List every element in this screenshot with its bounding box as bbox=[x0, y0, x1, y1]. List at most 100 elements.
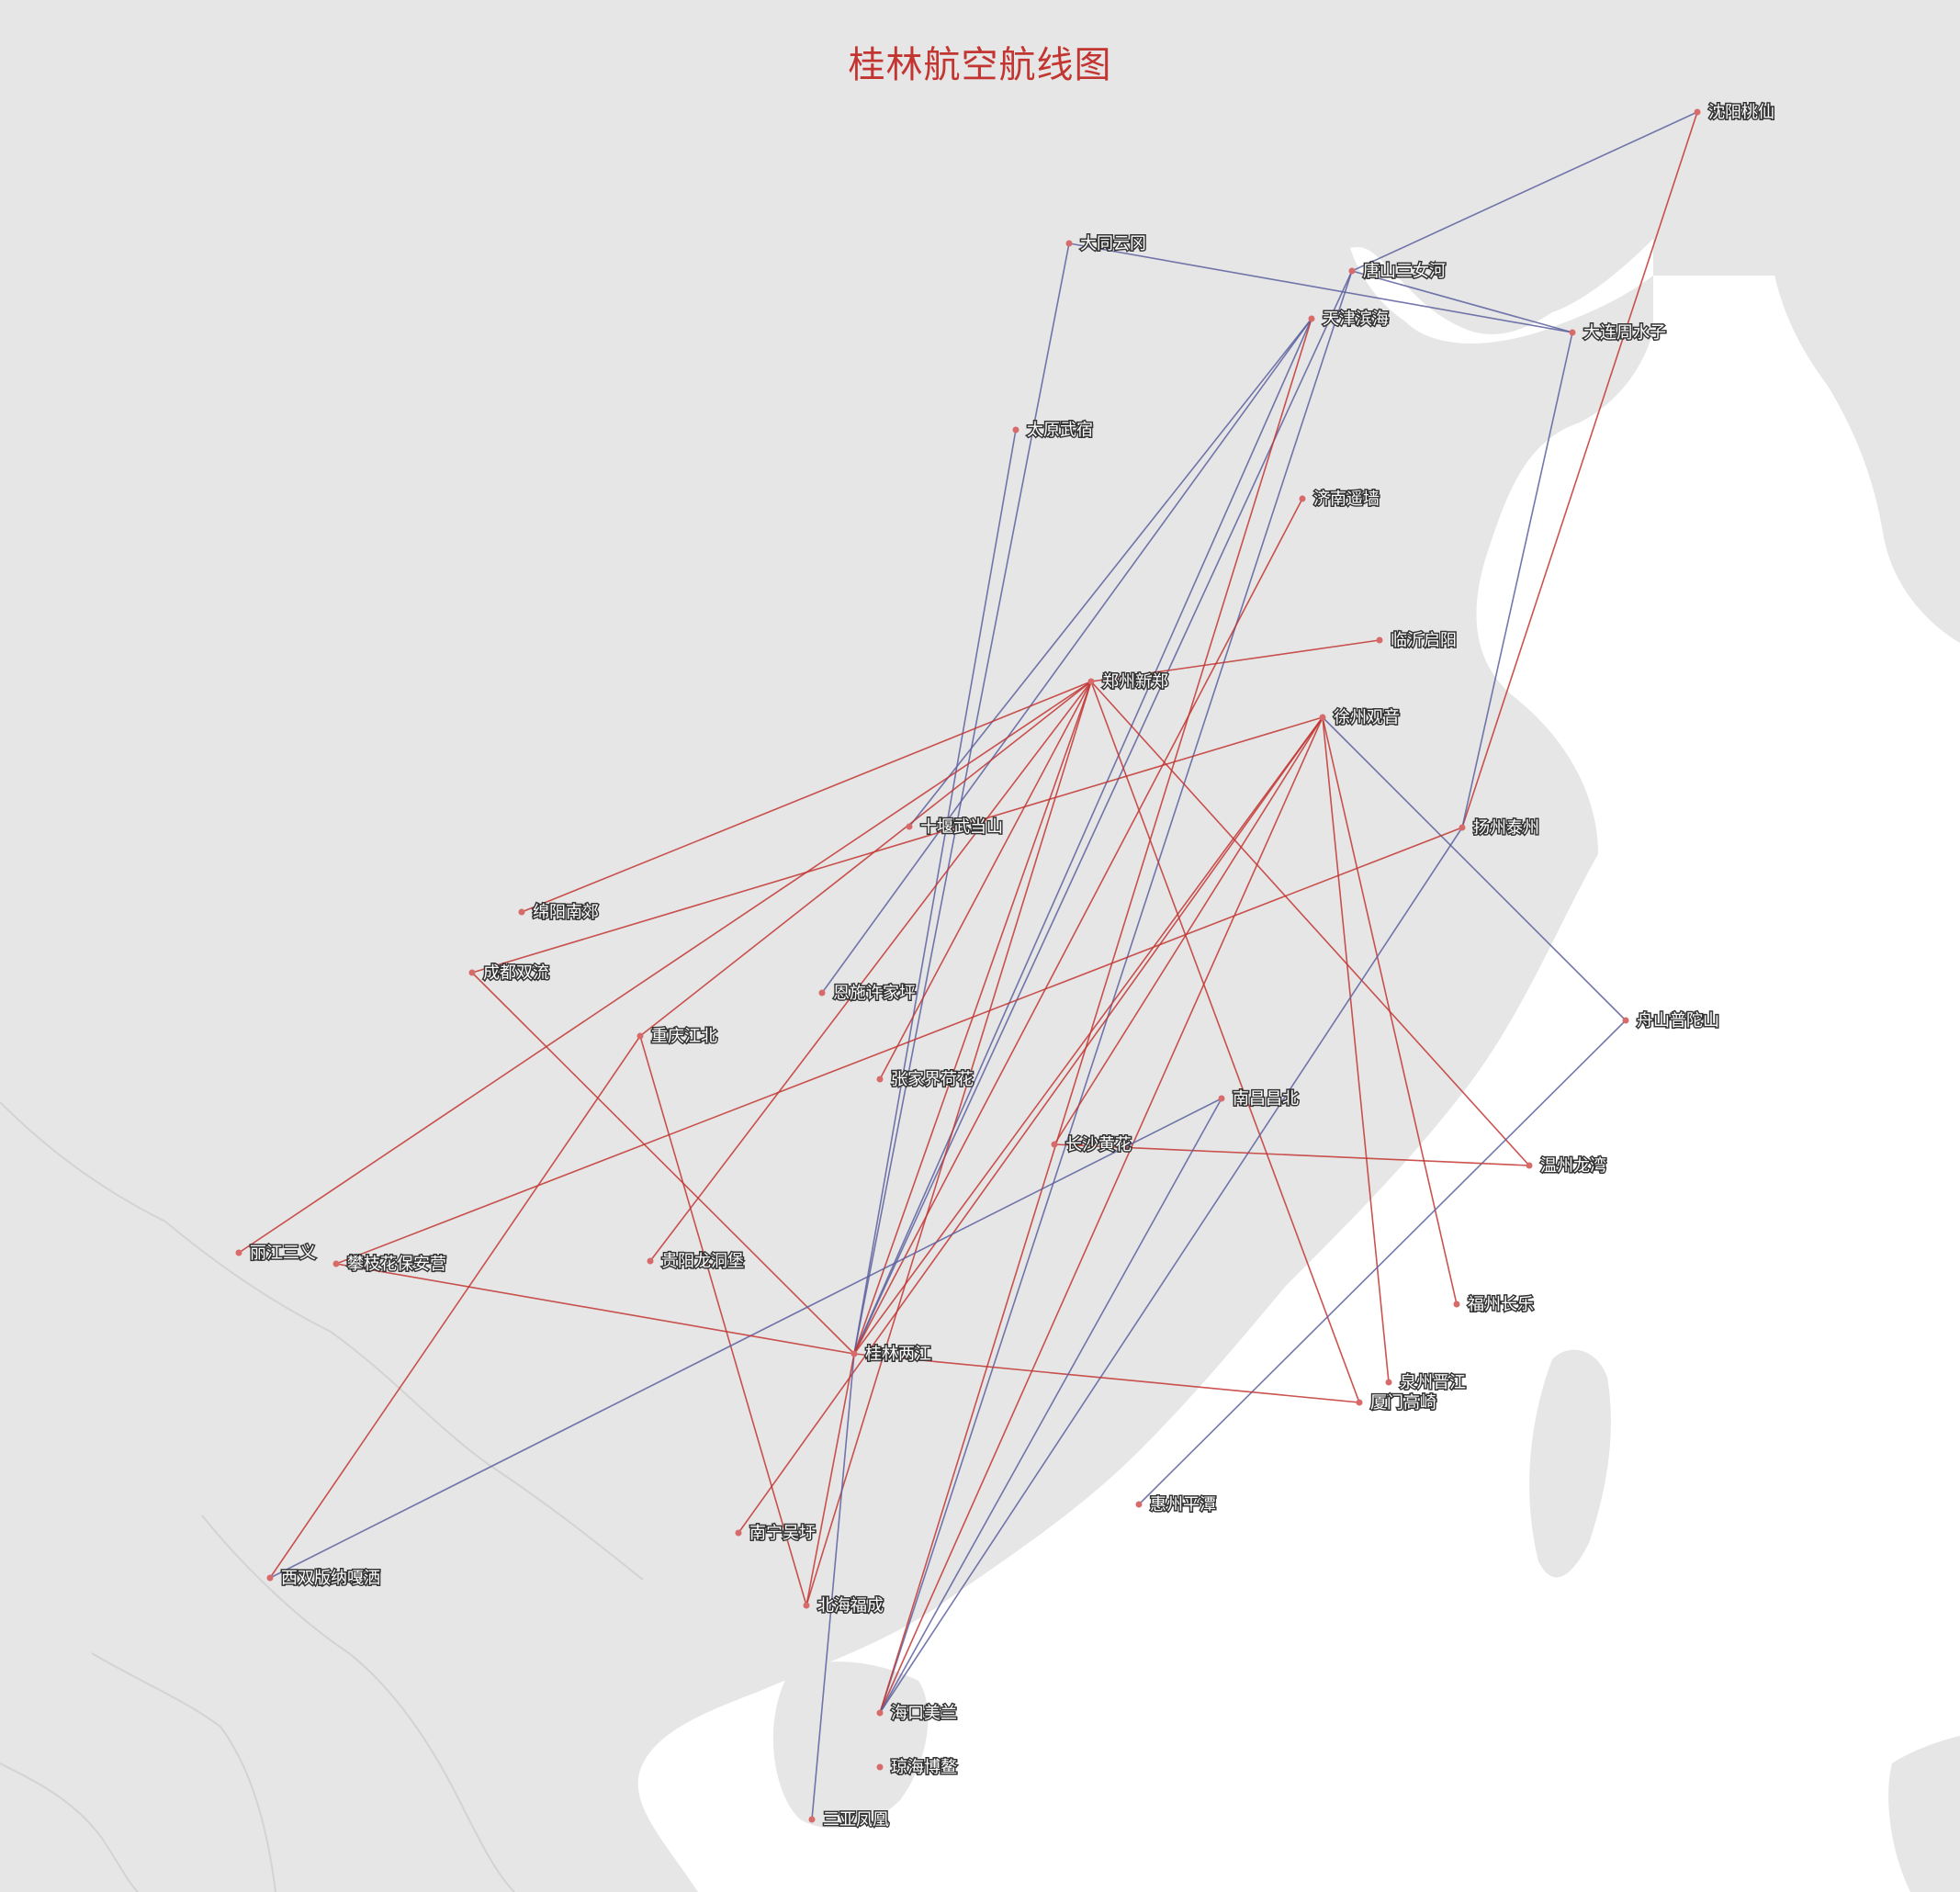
city-dot[interactable] bbox=[1356, 1399, 1363, 1406]
route-line-42 bbox=[811, 1353, 855, 1820]
city-marker[interactable]: 张家界荷花 bbox=[876, 1069, 975, 1091]
route-line-31 bbox=[1322, 716, 1627, 1021]
city-marker[interactable]: 厦门高崎 bbox=[1356, 1392, 1438, 1414]
city-dot[interactable] bbox=[1087, 678, 1095, 685]
bohai-sea bbox=[1350, 239, 1653, 343]
city-marker[interactable]: 舟山普陀山 bbox=[1622, 1010, 1721, 1032]
city-dot[interactable] bbox=[1526, 1162, 1533, 1169]
city-marker[interactable]: 临沂启阳 bbox=[1376, 630, 1459, 652]
route-line-39 bbox=[1053, 1143, 1530, 1166]
city-marker[interactable]: 丽江三义 bbox=[235, 1243, 318, 1265]
city-dot[interactable] bbox=[1459, 824, 1466, 831]
city-marker[interactable]: 海口美兰 bbox=[876, 1703, 959, 1725]
route-line-26 bbox=[1053, 716, 1324, 1145]
city-dot[interactable] bbox=[818, 989, 826, 997]
city-dot[interactable] bbox=[850, 1350, 858, 1357]
city-marker[interactable]: 泉州晋江 bbox=[1385, 1372, 1468, 1394]
city-dot[interactable] bbox=[735, 1529, 742, 1537]
city-dot[interactable] bbox=[332, 1260, 340, 1267]
city-marker[interactable]: 南昌昌北 bbox=[1218, 1088, 1301, 1110]
city-dot[interactable] bbox=[1694, 108, 1701, 116]
city-marker[interactable]: 唐山三女河 bbox=[1348, 261, 1447, 283]
city-label: 桂林两江 bbox=[865, 1345, 931, 1364]
city-marker[interactable]: 天津滨海 bbox=[1308, 309, 1391, 331]
city-dot[interactable] bbox=[235, 1249, 242, 1256]
city-marker[interactable]: 温州龙湾 bbox=[1526, 1155, 1608, 1177]
city-dot[interactable] bbox=[1376, 636, 1383, 644]
city-marker[interactable]: 攀枝花保安营 bbox=[332, 1254, 448, 1276]
city-dot[interactable] bbox=[1622, 1017, 1629, 1024]
city-dot[interactable] bbox=[876, 1763, 884, 1771]
city-label: 大同云冈 bbox=[1080, 234, 1146, 253]
city-marker[interactable]: 贵阳龙洞堡 bbox=[647, 1251, 746, 1273]
city-label: 惠州平潭 bbox=[1150, 1495, 1216, 1515]
route-line-23 bbox=[879, 681, 1092, 1080]
city-marker[interactable]: 十堰武当山 bbox=[906, 816, 1005, 839]
city-dot[interactable] bbox=[1319, 714, 1326, 721]
city-marker[interactable]: 西双版纳嘎洒 bbox=[266, 1568, 382, 1590]
city-label: 丽江三义 bbox=[250, 1244, 316, 1263]
city-marker[interactable]: 惠州平潭 bbox=[1135, 1494, 1218, 1516]
city-marker[interactable]: 徐州观音 bbox=[1319, 707, 1402, 729]
city-dot[interactable] bbox=[647, 1257, 654, 1265]
city-label: 舟山普陀山 bbox=[1637, 1011, 1719, 1030]
city-label: 重庆江北 bbox=[651, 1027, 717, 1046]
city-marker[interactable]: 南宁吴圩 bbox=[735, 1523, 817, 1545]
city-marker[interactable]: 琼海博鳌 bbox=[876, 1757, 959, 1779]
city-label: 海口美兰 bbox=[891, 1704, 957, 1723]
city-dot[interactable] bbox=[1385, 1379, 1392, 1386]
city-marker[interactable]: 太原武宿 bbox=[1012, 420, 1095, 442]
city-marker[interactable]: 福州长乐 bbox=[1453, 1294, 1536, 1316]
route-line-35 bbox=[1138, 1019, 1627, 1505]
city-dot[interactable] bbox=[636, 1032, 644, 1040]
city-dot[interactable] bbox=[1051, 1141, 1058, 1148]
route-line-34 bbox=[471, 972, 855, 1355]
city-marker[interactable]: 大连周水子 bbox=[1569, 322, 1668, 344]
city-dot[interactable] bbox=[1012, 426, 1019, 434]
city-dot[interactable] bbox=[1348, 267, 1356, 275]
route-line-0 bbox=[1351, 111, 1698, 272]
city-dot[interactable] bbox=[876, 1709, 884, 1717]
route-line-6 bbox=[879, 270, 1353, 1714]
city-label: 郑州新郑 bbox=[1102, 672, 1168, 692]
city-dot[interactable] bbox=[518, 908, 525, 916]
city-marker[interactable]: 恩施许家坪 bbox=[818, 983, 918, 1005]
city-dot[interactable] bbox=[876, 1076, 884, 1083]
city-dot[interactable] bbox=[1135, 1501, 1143, 1508]
city-dot[interactable] bbox=[906, 823, 913, 830]
city-marker[interactable]: 郑州新郑 bbox=[1087, 671, 1170, 693]
route-line-12 bbox=[853, 429, 1017, 1355]
city-label: 琼海博鳌 bbox=[891, 1758, 957, 1777]
city-marker[interactable]: 成都双流 bbox=[468, 963, 551, 985]
route-line-1 bbox=[1461, 111, 1698, 828]
city-marker[interactable]: 沈阳桃仙 bbox=[1694, 102, 1776, 124]
city-marker[interactable]: 绵阳南郊 bbox=[518, 902, 601, 924]
route-line-20 bbox=[1090, 681, 1530, 1166]
city-dot[interactable] bbox=[1569, 329, 1576, 336]
route-line-5 bbox=[853, 270, 1353, 1355]
route-line-40 bbox=[335, 1263, 855, 1355]
city-marker[interactable]: 扬州泰州 bbox=[1459, 817, 1541, 839]
city-label: 扬州泰州 bbox=[1473, 818, 1539, 838]
city-dot[interactable] bbox=[808, 1816, 816, 1823]
city-dot[interactable] bbox=[1218, 1095, 1225, 1102]
city-marker[interactable]: 三亚凤凰 bbox=[808, 1809, 891, 1831]
sea-area bbox=[637, 73, 1960, 1892]
city-dot[interactable] bbox=[1065, 240, 1073, 247]
city-dot[interactable] bbox=[1453, 1301, 1460, 1308]
city-dot[interactable] bbox=[266, 1574, 274, 1582]
taiwan-island bbox=[1529, 1349, 1611, 1578]
map-title: 桂林航空航线图 bbox=[848, 44, 1112, 86]
city-marker[interactable]: 济南遥墙 bbox=[1299, 489, 1381, 511]
city-marker[interactable]: 大同云冈 bbox=[1065, 233, 1148, 255]
city-dot[interactable] bbox=[1308, 315, 1315, 322]
city-dot[interactable] bbox=[803, 1602, 810, 1609]
city-marker[interactable]: 桂林两江 bbox=[850, 1344, 933, 1366]
city-marker[interactable]: 重庆江北 bbox=[636, 1026, 719, 1048]
city-label: 十堰武当山 bbox=[920, 817, 1003, 837]
city-label: 泉州晋江 bbox=[1400, 1373, 1466, 1392]
city-marker[interactable]: 长沙黄花 bbox=[1051, 1134, 1133, 1156]
city-dot[interactable] bbox=[1299, 495, 1306, 502]
city-marker[interactable]: 北海福成 bbox=[803, 1595, 885, 1617]
city-dot[interactable] bbox=[468, 969, 476, 976]
